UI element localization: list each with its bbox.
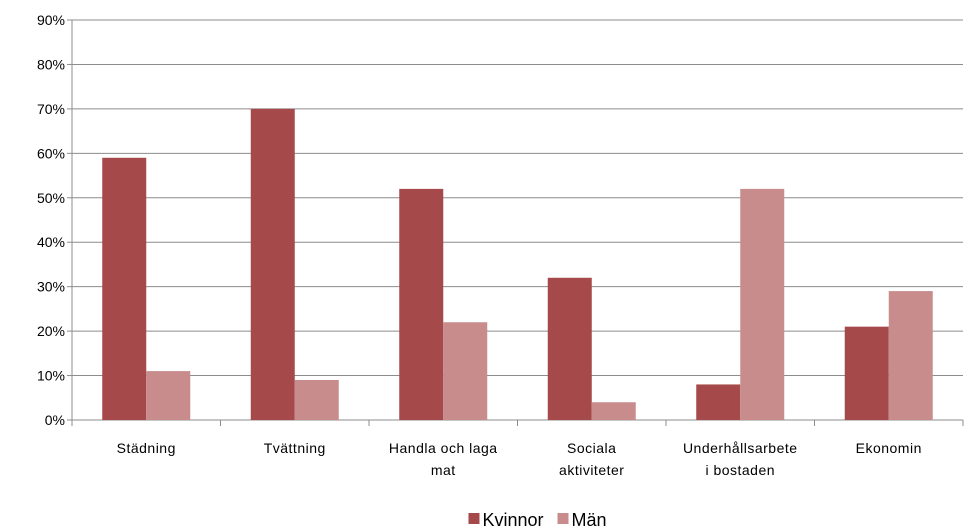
bar xyxy=(102,157,147,420)
y-tick-label: 50% xyxy=(37,190,65,206)
label-line: Handla och laga xyxy=(389,440,498,456)
y-tick-label: 30% xyxy=(37,279,65,295)
bar xyxy=(399,188,444,420)
label-line: Tvättning xyxy=(264,440,326,456)
legend-label: Män xyxy=(572,510,607,530)
legend-swatch xyxy=(468,513,480,524)
label-line: aktiviteter xyxy=(559,462,624,478)
bar xyxy=(146,371,191,420)
x-tick-label: Städning xyxy=(117,440,176,456)
bar xyxy=(740,188,785,420)
y-tick-label: 0% xyxy=(45,412,65,428)
x-tick-label: Tvättning xyxy=(264,440,326,456)
bar xyxy=(294,380,339,420)
bar xyxy=(696,384,741,420)
bar xyxy=(844,326,889,420)
bar xyxy=(443,322,488,420)
bar xyxy=(888,291,933,420)
bar xyxy=(547,277,592,420)
x-tick-label: Sociala aktiviteter xyxy=(559,440,624,478)
x-tick-label: Handla och laga mat xyxy=(389,440,498,478)
x-tick-label: Ekonomin xyxy=(856,440,922,456)
bar xyxy=(250,108,295,420)
bar xyxy=(591,402,636,420)
y-tick-label: 40% xyxy=(37,234,65,250)
legend: Kvinnor Män xyxy=(468,510,607,530)
label-line: Sociala xyxy=(567,440,616,456)
label-line: i bostaden xyxy=(705,462,775,478)
label-line: Underhållsarbete xyxy=(683,440,798,456)
y-tick-label: 60% xyxy=(37,145,65,161)
y-tick-label: 10% xyxy=(37,368,65,384)
x-tick-label: Underhållsarbete i bostaden xyxy=(683,440,798,478)
label-line: Ekonomin xyxy=(856,440,922,456)
label-line: mat xyxy=(431,462,456,478)
legend-swatch xyxy=(557,513,569,524)
label-line: Städning xyxy=(117,440,176,456)
y-tick-label: 90% xyxy=(37,12,65,28)
y-tick-label: 20% xyxy=(37,323,65,339)
y-tick-label: 70% xyxy=(37,101,65,117)
y-tick-label: 80% xyxy=(37,56,65,72)
legend-label: Kvinnor xyxy=(482,510,543,530)
